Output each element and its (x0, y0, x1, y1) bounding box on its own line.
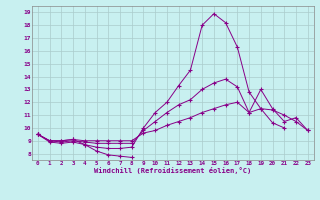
X-axis label: Windchill (Refroidissement éolien,°C): Windchill (Refroidissement éolien,°C) (94, 167, 252, 174)
